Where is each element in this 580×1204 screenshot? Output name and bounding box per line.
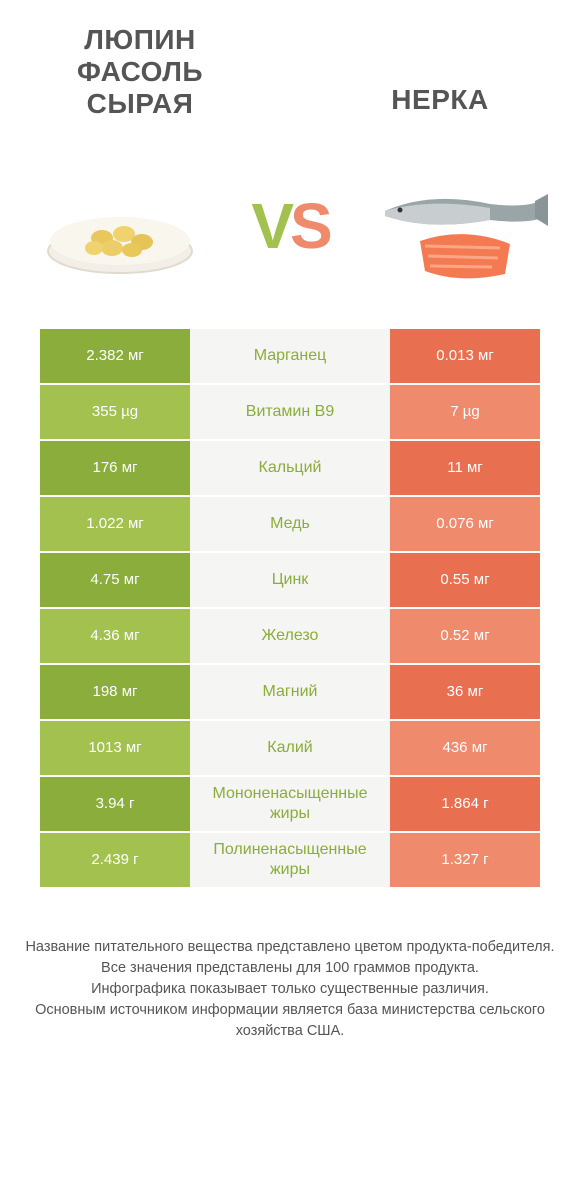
value-right: 11 мг	[390, 441, 540, 495]
value-left: 3.94 г	[40, 777, 190, 831]
nutrient-label: Железо	[190, 609, 390, 663]
value-right: 7 µg	[390, 385, 540, 439]
table-row: 2.439 гПолиненасыщенные жиры1.327 г	[40, 833, 540, 889]
footer-line: Название питательного вещества представл…	[24, 937, 556, 958]
table-row: 1013 мгКалий436 мг	[40, 721, 540, 777]
value-right: 0.013 мг	[390, 329, 540, 383]
nutrient-label: Мононенасыщенные жиры	[190, 777, 390, 831]
value-left: 2.439 г	[40, 833, 190, 887]
value-right: 436 мг	[390, 721, 540, 775]
table-row: 2.382 мгМарганец0.013 мг	[40, 329, 540, 385]
value-right: 0.076 мг	[390, 497, 540, 551]
nutrient-label: Витамин B9	[190, 385, 390, 439]
product-right-image	[370, 156, 550, 296]
comparison-table: 2.382 мгМарганец0.013 мг355 µgВитамин B9…	[40, 329, 540, 889]
value-left: 355 µg	[40, 385, 190, 439]
nutrient-label: Калий	[190, 721, 390, 775]
nutrient-label: Медь	[190, 497, 390, 551]
nutrient-label: Кальций	[190, 441, 390, 495]
vs-s: S	[290, 189, 329, 263]
value-right: 0.55 мг	[390, 553, 540, 607]
image-row: VS	[0, 129, 580, 329]
value-right: 36 мг	[390, 665, 540, 719]
value-right: 0.52 мг	[390, 609, 540, 663]
value-left: 1.022 мг	[40, 497, 190, 551]
product-right-title: НЕРКА	[340, 24, 540, 121]
value-left: 198 мг	[40, 665, 190, 719]
footer-line: Все значения представлены для 100 граммо…	[24, 958, 556, 979]
nutrient-label: Марганец	[190, 329, 390, 383]
value-left: 4.75 мг	[40, 553, 190, 607]
table-row: 1.022 мгМедь0.076 мг	[40, 497, 540, 553]
table-row: 198 мгМагний36 мг	[40, 665, 540, 721]
value-left: 2.382 мг	[40, 329, 190, 383]
value-left: 1013 мг	[40, 721, 190, 775]
vs-v: V	[251, 189, 290, 263]
table-row: 4.36 мгЖелезо0.52 мг	[40, 609, 540, 665]
table-row: 4.75 мгЦинк0.55 мг	[40, 553, 540, 609]
nutrient-label: Полиненасыщенные жиры	[190, 833, 390, 887]
value-right: 1.327 г	[390, 833, 540, 887]
footer-notes: Название питательного вещества представл…	[0, 889, 580, 1042]
product-left-title: ЛЮПИН ФАСОЛЬ СЫРАЯ	[40, 24, 240, 121]
footer-line: Инфографика показывает только существенн…	[24, 979, 556, 1000]
value-left: 4.36 мг	[40, 609, 190, 663]
value-left: 176 мг	[40, 441, 190, 495]
nutrient-label: Цинк	[190, 553, 390, 607]
table-row: 3.94 гМононенасыщенные жиры1.864 г	[40, 777, 540, 833]
table-row: 355 µgВитамин B97 µg	[40, 385, 540, 441]
product-left-image	[30, 156, 210, 296]
vs-label: VS	[251, 189, 328, 263]
value-right: 1.864 г	[390, 777, 540, 831]
nutrient-label: Магний	[190, 665, 390, 719]
header: ЛЮПИН ФАСОЛЬ СЫРАЯ НЕРКА	[0, 0, 580, 129]
table-row: 176 мгКальций11 мг	[40, 441, 540, 497]
footer-line: Основным источником информации является …	[24, 1000, 556, 1042]
